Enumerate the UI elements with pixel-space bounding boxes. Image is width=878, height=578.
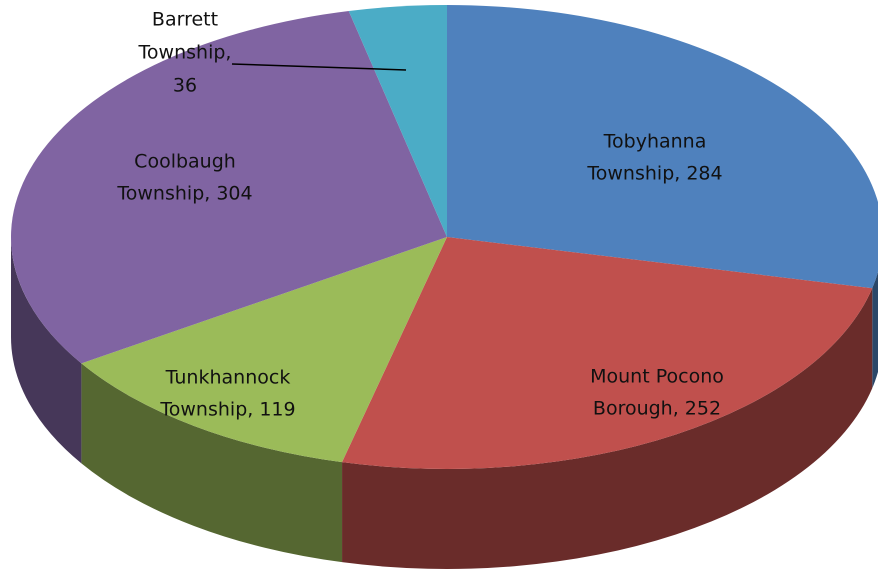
slice-side [872,271,878,389]
data-label: 36 [173,75,197,97]
leader-line [231,63,407,71]
data-label: Tunkhannock [165,367,291,389]
data-label: Township, 284 [586,163,722,185]
data-label: Township, [138,42,232,64]
slice [447,5,878,289]
data-label: Township, 304 [116,183,252,205]
data-label: Coolbaugh [134,151,236,173]
data-label: Township, 119 [159,399,295,421]
slice [342,237,873,469]
slice [81,237,447,463]
data-label: Mount Pocono [590,366,724,388]
data-label: Borough, 252 [593,398,721,420]
slice [11,10,447,364]
slice-side [10,237,82,464]
data-label: Barrett [152,9,218,31]
data-label: Tobyhanna [603,131,707,153]
slice-side [342,288,873,569]
sides [10,5,878,569]
slice [348,5,447,237]
slice-side [81,363,343,563]
